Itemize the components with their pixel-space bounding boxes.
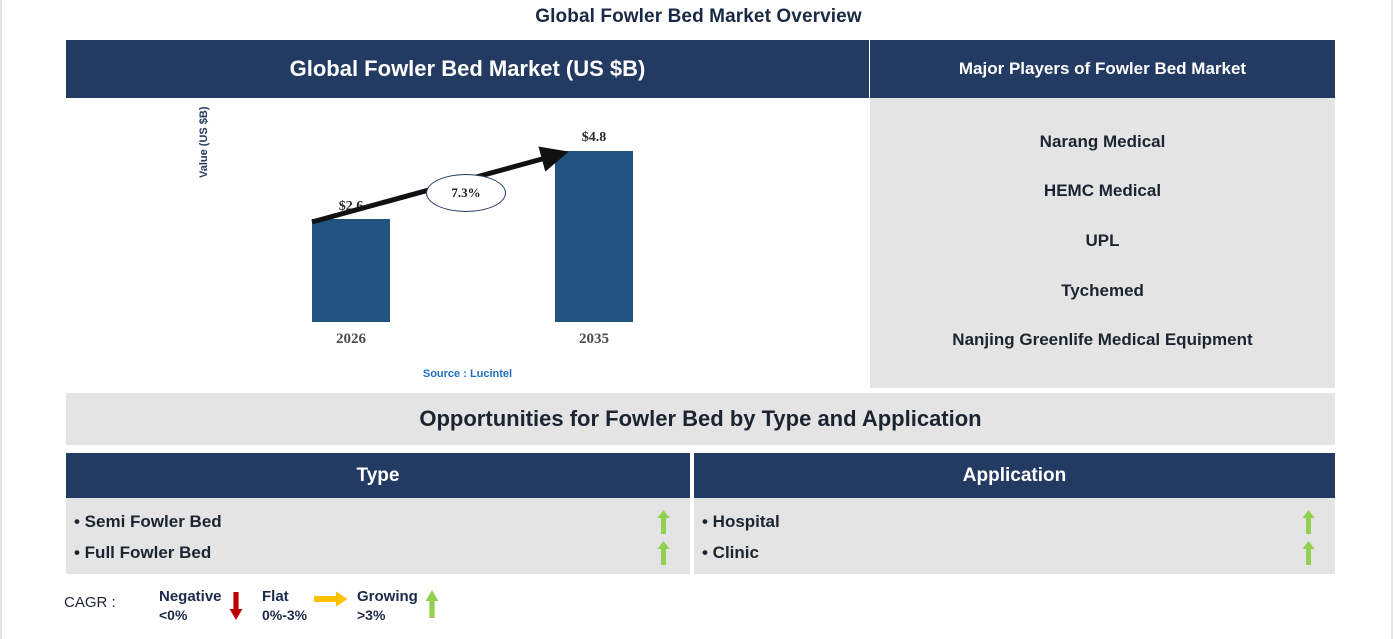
application-column-header: Application xyxy=(694,453,1335,498)
type-column-header-label: Type xyxy=(356,464,400,486)
legend-negative-range: <0% xyxy=(159,607,188,623)
bar-value-2035: $4.8 xyxy=(581,130,607,145)
cagr-value: 7.3% xyxy=(451,185,481,200)
major-players-list: Narang Medical HEMC Medical UPL Tychemed… xyxy=(870,98,1335,388)
chart-panel-header-label: Global Fowler Bed Market (US $B) xyxy=(289,56,646,81)
category-label-2026: 2026 xyxy=(336,331,366,347)
bar-value-2026: $2.6 xyxy=(338,199,364,214)
application-column-body: • Hospital • Clinic xyxy=(694,498,1335,574)
arrow-right-icon xyxy=(314,590,348,613)
legend-growing-range: >3% xyxy=(357,607,386,623)
legend-growing-label: Growing xyxy=(357,588,418,605)
players-panel-header-label: Major Players of Fowler Bed Market xyxy=(958,59,1247,78)
list-item: Nanjing Greenlife Medical Equipment xyxy=(952,330,1253,350)
table-row: • Semi Fowler Bed xyxy=(66,506,690,537)
type-row-label: • Semi Fowler Bed xyxy=(74,511,222,531)
table-row: • Full Fowler Bed xyxy=(66,537,690,568)
arrow-down-icon xyxy=(229,590,243,625)
legend-negative-label: Negative xyxy=(159,588,222,605)
table-row: • Clinic xyxy=(694,537,1335,568)
arrow-up-icon xyxy=(425,590,439,625)
application-row-label: • Clinic xyxy=(702,542,759,562)
type-row-label: • Full Fowler Bed xyxy=(74,542,212,562)
legend-entry-negative: Negative <0% xyxy=(159,588,243,625)
list-item: Tychemed xyxy=(1061,280,1144,300)
bar-2026 xyxy=(312,219,390,322)
arrow-up-icon xyxy=(654,509,672,534)
cagr-legend: CAGR : Negative <0% Flat 0%-3% Growing >… xyxy=(64,586,484,630)
arrow-up-icon xyxy=(1299,540,1317,565)
cagr-legend-title: CAGR : xyxy=(64,594,116,611)
opportunities-band-title: Opportunities for Fowler Bed by Type and… xyxy=(419,406,982,431)
bar-2035 xyxy=(555,151,633,322)
category-label-2035: 2035 xyxy=(579,331,609,347)
arrow-up-icon xyxy=(654,540,672,565)
legend-entry-flat: Flat 0%-3% xyxy=(262,588,348,624)
application-column-header-label: Application xyxy=(962,464,1067,486)
list-item: UPL xyxy=(1085,230,1120,250)
type-column-body: • Semi Fowler Bed • Full Fowler Bed xyxy=(66,498,690,574)
chart-panel-header: Global Fowler Bed Market (US $B) xyxy=(66,40,869,98)
market-bar-chart xyxy=(66,98,869,422)
legend-entry-growing: Growing >3% xyxy=(357,588,439,625)
legend-flat-label: Flat xyxy=(262,588,289,605)
players-panel-header: Major Players of Fowler Bed Market xyxy=(870,40,1335,98)
application-row-label: • Hospital xyxy=(702,511,780,531)
opportunities-band: Opportunities for Fowler Bed by Type and… xyxy=(66,393,1335,445)
page-title: Global Fowler Bed Market Overview xyxy=(535,6,862,27)
chart-source: Source : Lucintel xyxy=(422,368,513,380)
cagr-badge: 7.3% xyxy=(426,174,506,212)
table-row: • Hospital xyxy=(694,506,1335,537)
list-item: HEMC Medical xyxy=(1043,181,1162,201)
list-item: Narang Medical xyxy=(1039,131,1166,151)
arrow-up-icon xyxy=(1299,509,1317,534)
chart-y-axis-label: Value (US $B) xyxy=(198,106,210,178)
type-column-header: Type xyxy=(66,453,690,498)
legend-flat-range: 0%-3% xyxy=(262,607,308,623)
